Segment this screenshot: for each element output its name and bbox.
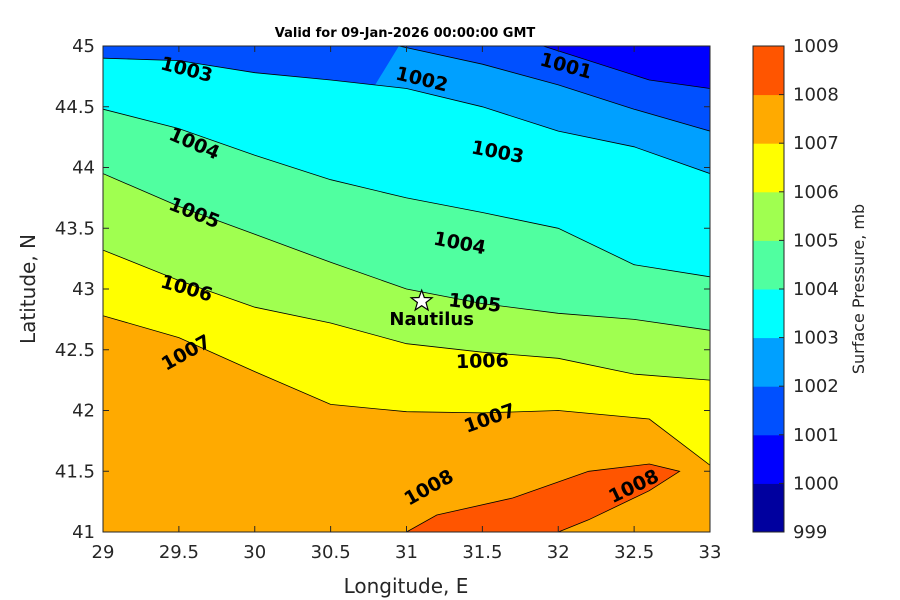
contour-label: 1006 [456, 350, 510, 374]
colorbar-tick-label: 1003 [793, 328, 839, 349]
colorbar: 999 1000 1001 1002 1003 1004 1005 1006 1007 1008 1… [752, 36, 839, 543]
x-tick-label: 31.5 [462, 542, 502, 563]
x-tick-label: 29 [92, 542, 115, 563]
band-fill [406, 464, 680, 532]
contour-line [103, 108, 710, 278]
colorbar-title: Surface Pressure, mb [849, 204, 868, 374]
colorbar-segment [753, 240, 784, 290]
contour-line [398, 46, 710, 132]
plot-title: Valid for 09-Jan-2026 00:00:00 GMT [275, 26, 536, 41]
colorbar-tick-label: 1000 [793, 473, 839, 494]
x-axis-title: Longitude, E [344, 574, 469, 598]
colorbar-segment [753, 94, 784, 144]
colorbar-tick-label: 1005 [793, 230, 839, 251]
colorbar-segment [753, 191, 784, 241]
colorbar-tick-label: 999 [793, 522, 827, 543]
contour-line [103, 249, 710, 381]
band-fill [543, 46, 710, 89]
y-axis-ticks: 41 41.5 42 42.5 43 43.5 44 44.5 45 [55, 36, 710, 543]
contour-line [405, 463, 681, 532]
colorbar-tick-label: 1004 [793, 279, 839, 300]
marker-label: Nautilus [389, 309, 474, 330]
x-axis-ticks: 29 29.5 30 30.5 31 31.5 32 32.5 33 [92, 46, 722, 563]
x-tick-label: 29.5 [159, 542, 199, 563]
y-axis-title: Latitude, N [16, 234, 40, 344]
x-tick-label: 30 [243, 542, 266, 563]
x-tick-label: 31 [395, 542, 418, 563]
contour-line [542, 46, 710, 89]
x-tick-label: 32.5 [614, 542, 654, 563]
colorbar-segment [753, 386, 784, 436]
plot-area: 1001100210031003100410041005100510061006… [55, 36, 722, 563]
contour-lines [103, 46, 710, 532]
colorbar-tick-label: 1001 [793, 425, 839, 446]
band-fill [103, 315, 710, 532]
star-icon [409, 288, 434, 312]
contour-line [103, 315, 710, 466]
colorbar-segment [753, 143, 784, 193]
x-tick-label: 30.5 [311, 542, 351, 563]
y-tick-label: 41 [72, 522, 95, 543]
colorbar-tick-label: 1008 [793, 85, 839, 106]
y-tick-label: 43 [72, 279, 95, 300]
contour-line [103, 57, 710, 174]
colorbar-tick-label: 1002 [793, 376, 839, 397]
y-tick-label: 44.5 [55, 97, 95, 118]
contour-line [103, 173, 710, 331]
colorbar-segment [753, 434, 784, 484]
y-tick-label: 43.5 [55, 218, 95, 239]
colorbar-segment [753, 289, 784, 339]
x-tick-label: 33 [699, 542, 722, 563]
colorbar-tick-label: 1007 [793, 133, 839, 154]
colorbar-tick-label: 1009 [793, 36, 839, 57]
location-marker: Nautilus [389, 288, 474, 330]
colorbar-segment [753, 46, 784, 96]
colorbar-tick-label: 1006 [793, 182, 839, 203]
y-tick-label: 45 [72, 36, 95, 57]
x-tick-label: 32 [547, 542, 570, 563]
y-tick-label: 44 [72, 158, 95, 179]
colorbar-segment [753, 337, 784, 387]
y-tick-label: 42.5 [55, 340, 95, 361]
y-tick-label: 42 [72, 401, 95, 422]
y-tick-label: 41.5 [55, 461, 95, 482]
colorbar-segment [753, 483, 784, 533]
